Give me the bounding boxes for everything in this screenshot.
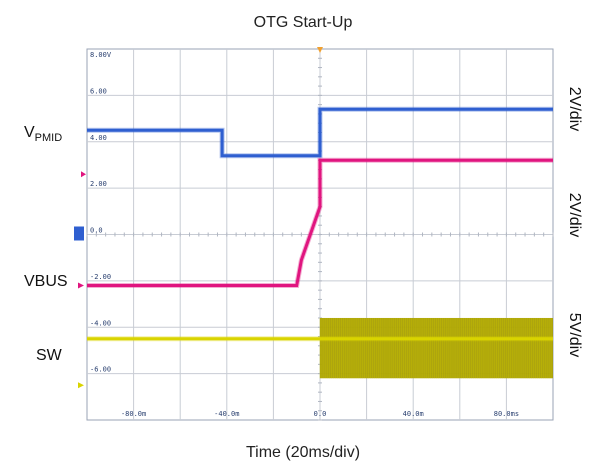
x-axis-label: Time (20ms/div) [245,444,361,461]
chart-title: OTG Start-Up [253,14,353,31]
vpmid-trace [87,107,553,158]
vpmid-label: VPMID [24,124,63,145]
x-tick-label: -40.0m [214,410,239,418]
sw-scale-label: 5V/div [566,312,584,358]
trigger-marker [317,47,323,53]
vbus-level-marker [78,282,84,289]
vpmid-ref-marker [74,226,84,241]
x-tick-label: 80.0ms [494,410,519,418]
x-tick-label: 0.0 [314,410,327,418]
x-tick-label: -80.0m [121,410,146,418]
sw-ref-marker [78,382,84,389]
y-tick-label: 8.00V [90,51,112,59]
vbus-scale-label: 2V/div [566,192,584,238]
vbus-trace [87,158,553,287]
x-tick-label: 40.0m [403,410,424,418]
vbus-label: VBUS [24,273,68,290]
vbus-ref-marker [81,171,86,178]
sw-label: SW [36,347,62,364]
y-tick-label: 0.0 [90,227,103,235]
y-tick-label: -2.00 [90,273,111,281]
y-tick-label: -4.00 [90,319,111,327]
y-tick-label: 4.00 [90,134,107,142]
vpmid-scale-label: 2V/div [566,86,584,132]
y-tick-label: -6.00 [90,366,111,374]
y-tick-label: 2.00 [90,180,107,188]
y-tick-label: 6.00 [90,87,107,95]
